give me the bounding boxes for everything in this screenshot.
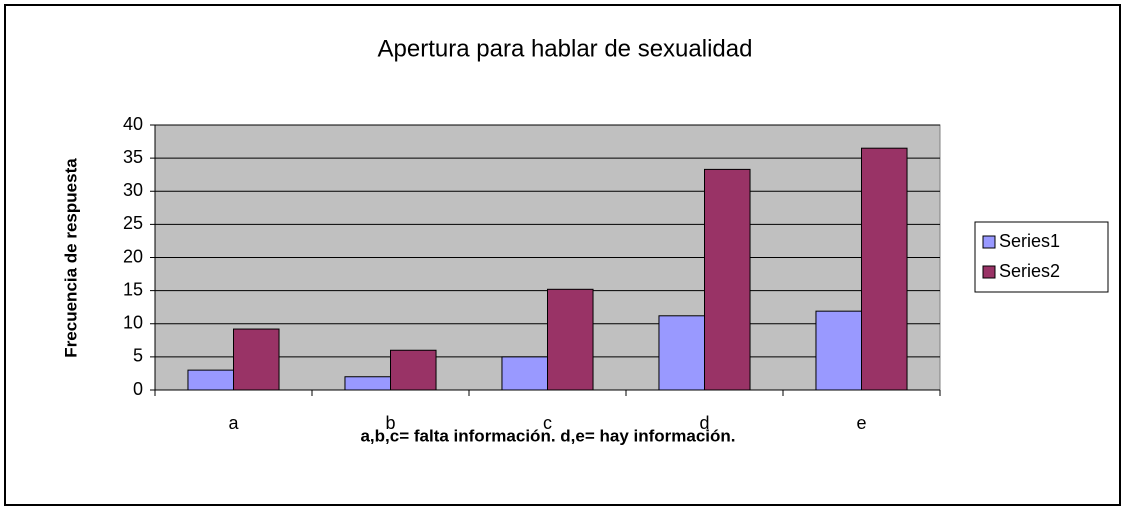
x-tick-label: e (856, 413, 866, 433)
bar (815, 310, 862, 391)
x-tick-label: a (228, 413, 239, 433)
x-tick-label: b (385, 413, 395, 433)
bar (501, 356, 548, 391)
x-axis-label: a,b,c= falta información. d,e= hay infor… (360, 426, 735, 445)
y-tick-label: 5 (133, 346, 143, 366)
bar (658, 315, 705, 391)
legend (974, 221, 1109, 293)
legend-label: Series1 (999, 231, 1060, 251)
y-tick-label: 0 (133, 379, 143, 399)
y-axis-label: Frecuencia de respuesta (61, 158, 80, 358)
bar (390, 349, 437, 391)
bar (704, 168, 751, 391)
legend-label: Series2 (999, 261, 1060, 281)
legend-swatch (982, 265, 996, 279)
y-tick-label: 10 (123, 313, 143, 333)
x-tick-label: c (543, 413, 552, 433)
x-tick-label: d (699, 413, 709, 433)
bar (344, 376, 391, 391)
y-tick-label: 40 (123, 114, 143, 134)
y-tick-label: 20 (123, 246, 143, 266)
y-tick-label: 15 (123, 279, 143, 299)
bar (547, 288, 594, 391)
bar (233, 328, 280, 391)
y-tick-label: 30 (123, 180, 143, 200)
bar (187, 369, 234, 391)
y-tick-label: 25 (123, 213, 143, 233)
chart-title: Apertura para hablar de sexualidad (378, 35, 753, 62)
legend-swatch (982, 235, 996, 249)
bar (861, 147, 908, 391)
y-tick-label: 35 (123, 147, 143, 167)
